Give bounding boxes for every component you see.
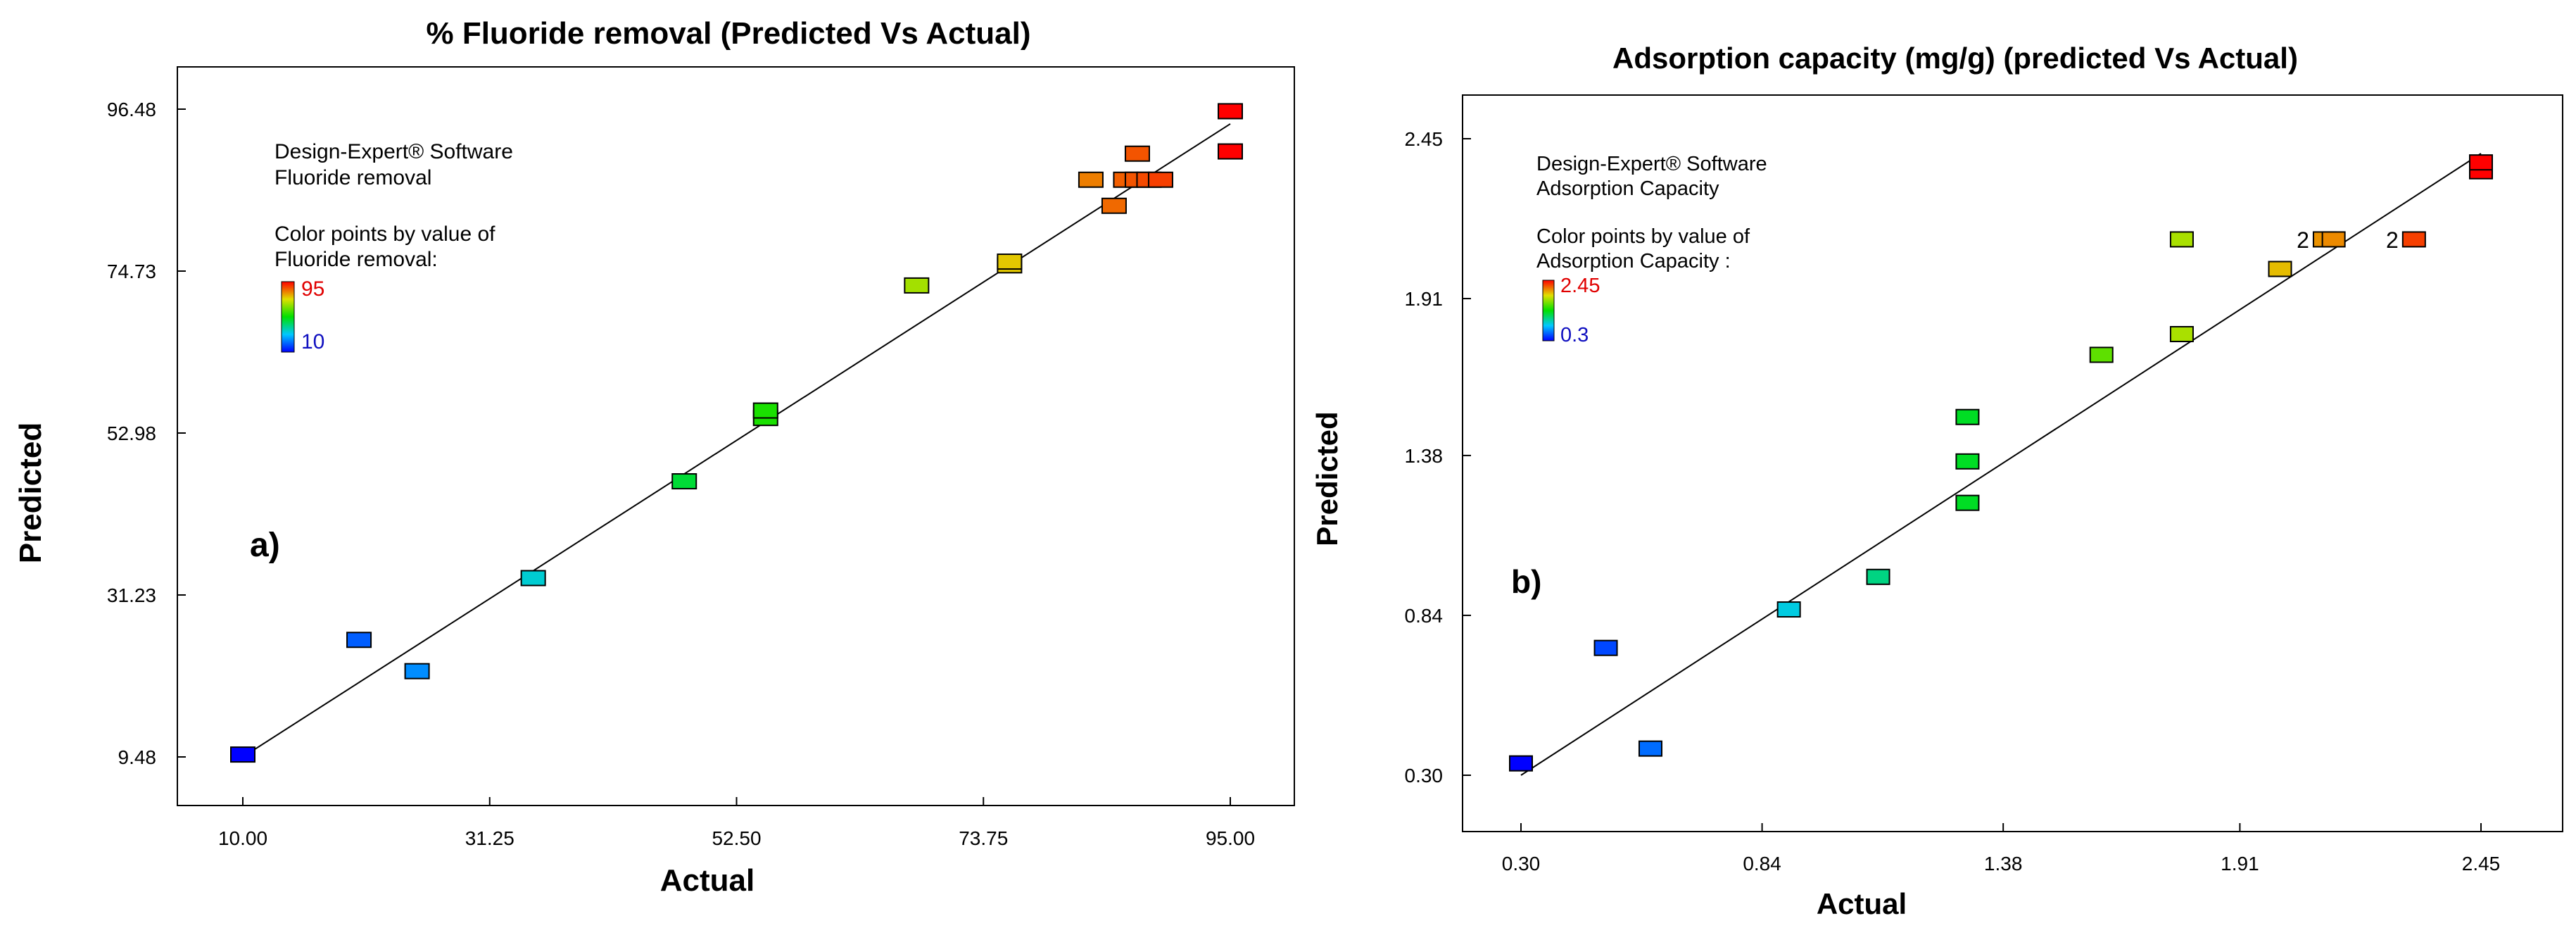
chart-b-scale-min: 0.3 — [1560, 324, 1589, 346]
chart-a-x-axis-label: Actual — [660, 863, 755, 898]
chart-b-y-tick-label: 2.45 — [1405, 128, 1444, 150]
chart-b-y-tick-label: 1.91 — [1405, 288, 1444, 310]
chart-b-data-point — [2169, 326, 2194, 343]
chart-a-color-scale — [281, 281, 295, 353]
chart-a-data-point — [520, 570, 546, 587]
chart-b-legend-color-caption: Color points by value of — [1536, 225, 1750, 248]
chart-b: Adsorption capacity (mg/g) (predicted Vs… — [1311, 42, 2563, 920]
chart-b-plot-frame — [1462, 94, 2563, 832]
chart-b-x-tick-label: 2.45 — [2462, 853, 2501, 875]
chart-a-data-point — [1147, 171, 1173, 188]
chart-a-data-point — [904, 277, 930, 294]
chart-a-scale-min: 10 — [301, 330, 324, 353]
chart-b-legend-color-response: Adsorption Capacity : — [1536, 250, 1731, 272]
chart-b-data-point — [1955, 494, 1980, 511]
chart-b-data-point — [1776, 601, 1801, 618]
chart-a-fit-line-group — [242, 123, 1231, 758]
chart-b-legend-software: Design-Expert® Software — [1536, 153, 1767, 175]
chart-b-data-point — [1638, 740, 1662, 757]
chart-b-data-point — [2089, 346, 2114, 363]
chart-a-y-tick-label: 31.23 — [107, 584, 156, 606]
chart-a-data-point — [346, 632, 372, 648]
chart-a-legend-color-caption: Color points by value of — [274, 223, 495, 246]
chart-b-fit-line-group — [1520, 153, 2482, 776]
chart-b-scale-max: 2.45 — [1560, 275, 1600, 297]
chart-a-data-point — [752, 402, 778, 419]
chart-a-fit-line — [242, 123, 1231, 758]
chart-b-data-point — [1955, 408, 1980, 425]
chart-a-data-point — [1218, 103, 1243, 120]
chart-b-data-point — [1593, 639, 1618, 656]
chart-a-y-ticks: 9.48 31.23 52.98 74.73 96.48 — [107, 99, 186, 768]
chart-b-data-point — [2401, 231, 2426, 248]
chart-a-legend: Design-Expert® Software Fluoride removal… — [274, 140, 513, 353]
chart-b-x-tick-label: 0.30 — [1502, 853, 1541, 875]
chart-b-y-ticks: 0.30 0.84 1.38 1.91 2.45 — [1405, 128, 1471, 787]
chart-a-x-tick-label: 95.00 — [1206, 827, 1255, 849]
chart-b-fit-line — [1520, 153, 2482, 776]
chart-a-data-point — [1124, 145, 1150, 162]
chart-b-point-count-label: 2 — [2386, 227, 2399, 253]
chart-b-point-count-label: 2 — [2297, 227, 2309, 253]
chart-b-data-point — [2469, 154, 2493, 171]
chart-b-y-axis-label: Predicted — [1311, 411, 1344, 546]
chart-b-title: Adsorption capacity (mg/g) (predicted Vs… — [1612, 42, 2298, 75]
chart-a-title: % Fluoride removal (Predicted Vs Actual) — [426, 16, 1030, 51]
chart-a-data-point — [1078, 171, 1104, 188]
chart-a-legend-response: Fluoride removal — [274, 166, 431, 189]
chart-b-data-point — [2169, 231, 2194, 248]
chart-a-x-ticks: 10.00 31.25 52.50 73.75 95.00 — [218, 797, 1255, 849]
chart-a-data-point — [997, 253, 1023, 270]
chart-a-plot-frame — [177, 66, 1295, 806]
chart-b-x-tick-label: 1.91 — [2221, 853, 2259, 875]
chart-a-scale-max: 95 — [301, 277, 324, 301]
chart-a-points — [230, 103, 1243, 763]
chart-a-data-point — [1101, 197, 1127, 214]
chart-a-x-tick-label: 52.50 — [712, 827, 761, 849]
chart-a-x-tick-label: 73.75 — [959, 827, 1008, 849]
chart-a-data-point — [671, 473, 697, 490]
chart-b-legend: Design-Expert® Software Adsorption Capac… — [1536, 153, 1767, 346]
chart-a-panel-label: a) — [250, 527, 280, 564]
chart-b-x-axis-label: Actual — [1817, 887, 1907, 920]
chart-b-panel-label: b) — [1511, 563, 1541, 600]
chart-a-y-tick-label: 52.98 — [107, 422, 156, 444]
chart-b-x-ticks: 0.30 0.84 1.38 1.91 2.45 — [1502, 823, 2501, 875]
chart-b-points — [1509, 154, 2493, 772]
chart-b-x-tick-label: 0.84 — [1743, 853, 1781, 875]
chart-a-data-point — [230, 746, 255, 763]
chart-b-data-point — [1866, 568, 1890, 585]
chart-a-data-point — [404, 663, 430, 679]
chart-a-x-tick-label: 10.00 — [218, 827, 267, 849]
chart-b-data-point — [2321, 231, 2346, 248]
chart-b-x-tick-label: 1.38 — [1984, 853, 2023, 875]
chart-b-data-point — [2268, 261, 2292, 277]
chart-a-y-tick-label: 9.48 — [118, 746, 157, 768]
chart-b-data-point — [1955, 453, 1980, 470]
chart-a-y-axis-label: Predicted — [13, 422, 48, 564]
chart-a-x-tick-label: 31.25 — [465, 827, 514, 849]
chart-b-y-tick-label: 0.30 — [1405, 765, 1444, 787]
chart-a-legend-software: Design-Expert® Software — [274, 140, 513, 163]
chart-a: % Fluoride removal (Predicted Vs Actual)… — [13, 16, 1295, 898]
chart-a-y-tick-label: 96.48 — [107, 99, 156, 120]
chart-b-y-tick-label: 0.84 — [1405, 605, 1444, 627]
chart-b-color-scale — [1542, 280, 1555, 341]
chart-b-y-tick-label: 1.38 — [1405, 445, 1444, 467]
chart-a-data-point — [1218, 143, 1243, 160]
chart-b-legend-response: Adsorption Capacity — [1536, 177, 1719, 200]
chart-a-legend-color-response: Fluoride removal: — [274, 248, 438, 271]
chart-a-y-tick-label: 74.73 — [107, 261, 156, 282]
chart-b-data-point — [1509, 755, 1533, 772]
